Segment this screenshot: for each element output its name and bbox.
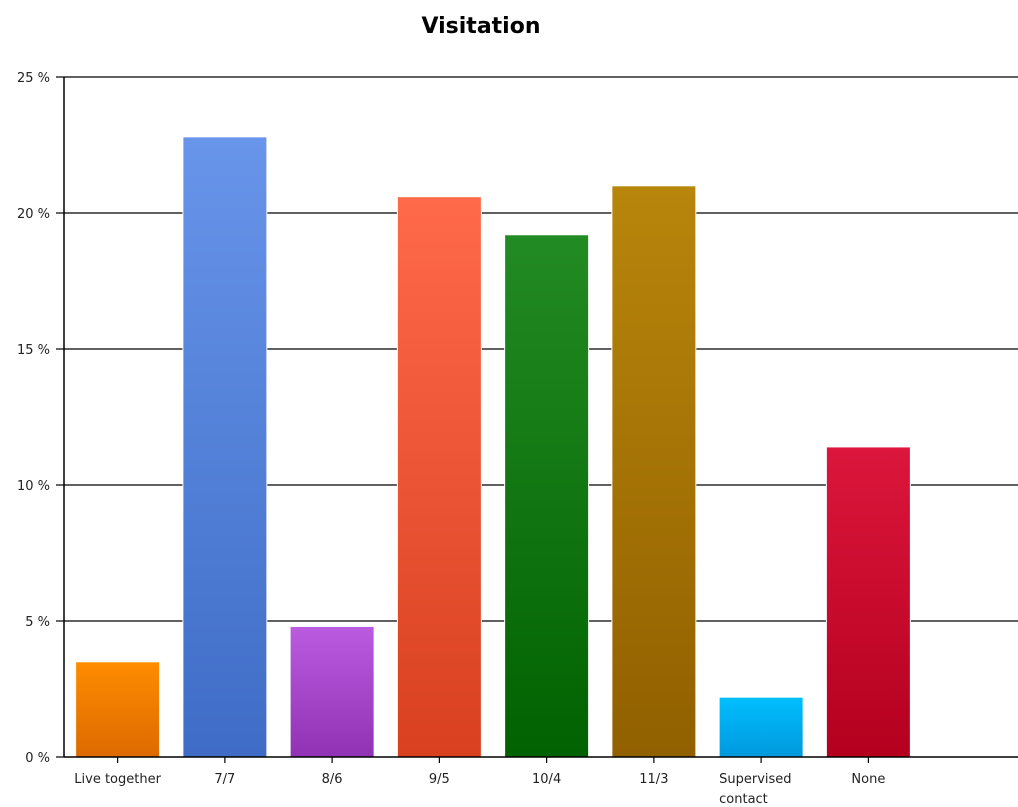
y-tick-label: 0 % bbox=[25, 751, 50, 766]
y-tick-label: 15 % bbox=[17, 343, 50, 358]
x-tick-label: 9/5 bbox=[429, 772, 450, 787]
x-tick-label: Live together bbox=[74, 772, 161, 787]
bar-11-3 bbox=[611, 185, 697, 758]
x-tick-label: 10/4 bbox=[532, 772, 561, 787]
bar-10-4 bbox=[504, 234, 590, 758]
y-axis-ticks: 0 % 5 % 10 % 15 % 20 % 25 % bbox=[17, 71, 64, 766]
x-tick-label: None bbox=[851, 772, 885, 787]
bar-9-5 bbox=[396, 196, 482, 758]
bar-7-7 bbox=[182, 136, 268, 758]
x-tick-label: Supervised contact bbox=[719, 772, 791, 807]
y-tick-label: 5 % bbox=[25, 615, 50, 630]
bar-none bbox=[825, 446, 911, 758]
x-tick-label: 11/3 bbox=[639, 772, 668, 787]
bar-live-together bbox=[75, 661, 161, 758]
bars bbox=[75, 136, 911, 758]
y-tick-label: 10 % bbox=[17, 479, 50, 494]
bar-supervised-contact bbox=[718, 696, 804, 758]
y-tick-label: 20 % bbox=[17, 207, 50, 222]
x-tick-label: 7/7 bbox=[214, 772, 235, 787]
x-tick-label: 8/6 bbox=[322, 772, 343, 787]
y-tick-label: 25 % bbox=[17, 71, 50, 86]
x-axis-ticks: Live together 7/7 8/6 9/5 10/4 11/3 Supervised… bbox=[74, 757, 885, 807]
chart-title: Visitation bbox=[421, 14, 540, 39]
axes bbox=[63, 77, 1018, 758]
bar-8-6 bbox=[289, 625, 375, 758]
